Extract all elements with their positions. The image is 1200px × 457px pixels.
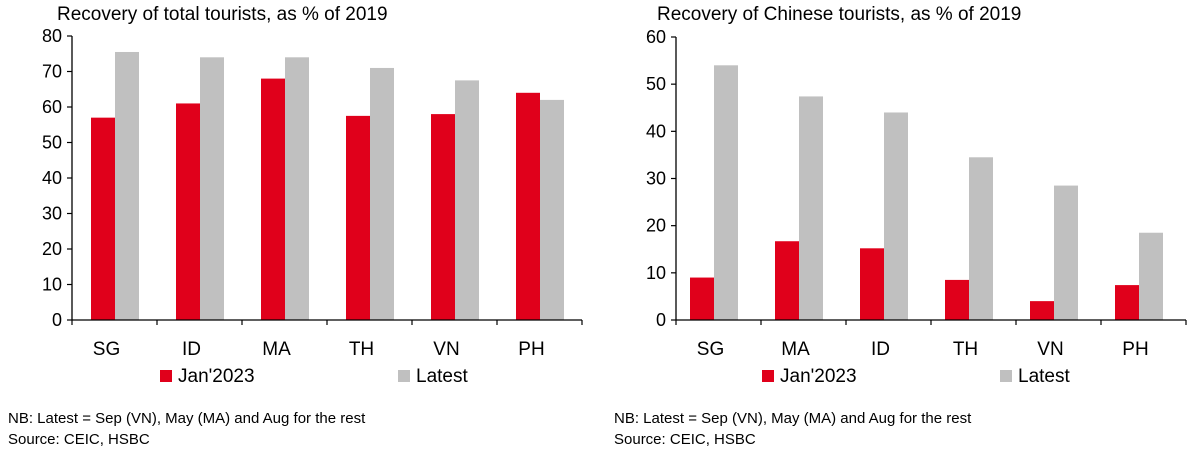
legend-item-jan2023: Jan'2023 [762, 366, 857, 388]
chart-panel-total-tourists: 0 10 20 30 40 50 60 70 80 SG ID MA TH VN PH Recovery o… [0, 4, 600, 450]
chart-title: Recovery of total tourists, as % of 2019 [57, 4, 388, 25]
bar-latest-ph [540, 99, 564, 321]
bar-jan2023-vn [431, 114, 455, 320]
category-label-sg: SG [697, 339, 724, 360]
note-line: NB: Latest = Sep (VN), May (MA) and Aug … [8, 410, 366, 427]
bar-jan2023-ph [1115, 285, 1139, 320]
bar-latest-th [370, 67, 394, 320]
bar-latest-sg [115, 51, 139, 320]
legend-item-latest: Latest [398, 366, 468, 388]
source-line: Source: CEIC, HSBC [8, 431, 150, 448]
category-label-th: TH [953, 339, 978, 360]
legend-item-jan2023: Jan'2023 [160, 366, 255, 388]
chart-notes: NB: Latest = Sep (VN), May (MA) and Aug … [614, 408, 971, 450]
y-tick-label: 40 [646, 121, 666, 141]
legend-swatch-jan2023 [762, 370, 774, 382]
category-label-ma: MA [262, 339, 291, 360]
source-line: Source: CEIC, HSBC [614, 431, 756, 448]
chart-notes: NB: Latest = Sep (VN), May (MA) and Aug … [8, 408, 365, 450]
bar-jan2023-ma [261, 78, 285, 320]
legend-swatch-latest [1000, 370, 1012, 382]
bar-latest-th [969, 157, 993, 320]
bar-latest-id [884, 112, 908, 320]
y-tick-label: 30 [646, 169, 666, 189]
legend-swatch-jan2023 [160, 370, 172, 382]
category-label-id: ID [182, 339, 201, 360]
legend-swatch-latest [398, 370, 410, 382]
category-label-ph: PH [518, 339, 544, 360]
y-tick-label: 20 [646, 216, 666, 236]
category-label-vn: VN [1037, 339, 1063, 360]
y-tick-label: 0 [52, 310, 62, 330]
bar-chart-total-tourists: 0 10 20 30 40 50 60 70 80 SG ID MA TH VN PH [42, 26, 583, 360]
category-label-id: ID [871, 339, 890, 360]
y-tick-label: 60 [42, 97, 62, 117]
y-tick-label: 10 [646, 263, 666, 283]
y-tick-label: 10 [42, 275, 62, 295]
category-label-th: TH [349, 339, 374, 360]
bar-jan2023-ma [775, 241, 799, 320]
category-label-ph: PH [1122, 339, 1148, 360]
legend-item-latest: Latest [1000, 366, 1070, 388]
y-tick-label: 50 [646, 74, 666, 94]
bar-jan2023-th [945, 279, 969, 320]
chart-panel-chinese-tourists: 0 10 20 30 40 50 60 SG MA ID TH VN PH Recovery of Ch… [600, 0, 1200, 457]
y-tick-label: 60 [646, 27, 666, 47]
y-tick-label: 70 [42, 62, 62, 82]
legend: Jan'2023 Latest [600, 366, 1200, 390]
category-label-vn: VN [433, 339, 459, 360]
legend-label-latest: Latest [1018, 366, 1070, 387]
bar-jan2023-sg [690, 277, 714, 320]
bar-jan2023-id [176, 103, 200, 320]
legend-label-jan2023: Jan'2023 [178, 366, 255, 387]
bar-latest-ma [285, 57, 309, 321]
legend-label-jan2023: Jan'2023 [780, 366, 857, 387]
bar-jan2023-id [860, 248, 884, 320]
y-tick-label: 50 [42, 133, 62, 153]
legend: Jan'2023 Latest [0, 366, 600, 390]
bar-jan2023-vn [1030, 301, 1054, 320]
bar-jan2023-th [346, 115, 370, 320]
y-tick-label: 0 [656, 310, 666, 330]
bar-latest-ph [1139, 232, 1163, 320]
bar-latest-vn [455, 80, 479, 320]
y-tick-label: 80 [42, 26, 62, 46]
category-label-sg: SG [93, 339, 120, 360]
chart-title: Recovery of Chinese tourists, as % of 20… [657, 4, 1022, 25]
note-line: NB: Latest = Sep (VN), May (MA) and Aug … [614, 410, 972, 427]
legend-label-latest: Latest [416, 366, 468, 387]
bar-latest-id [200, 57, 224, 321]
bar-jan2023-sg [91, 117, 115, 321]
bar-latest-ma [799, 96, 823, 321]
y-tick-label: 20 [42, 239, 62, 259]
bar-chart-chinese-tourists: 0 10 20 30 40 50 60 SG MA ID TH VN PH [646, 27, 1187, 360]
y-tick-label: 40 [42, 168, 62, 188]
bar-jan2023-ph [516, 92, 540, 320]
category-label-ma: MA [781, 339, 810, 360]
y-tick-label: 30 [42, 204, 62, 224]
bar-latest-vn [1054, 185, 1078, 320]
bar-latest-sg [714, 65, 738, 320]
